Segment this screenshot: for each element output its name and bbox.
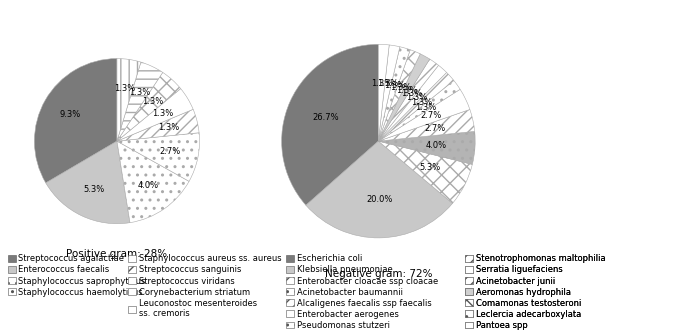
Text: 2.7%: 2.7% <box>424 124 446 133</box>
Wedge shape <box>378 110 475 141</box>
Wedge shape <box>117 141 189 223</box>
Text: 26.7%: 26.7% <box>312 113 338 122</box>
Text: 1.3%: 1.3% <box>378 79 399 88</box>
Wedge shape <box>117 133 200 181</box>
Legend: Stenotrophomonas maltophilia, Serratia liguefaciens, Acinetobacter junii, Aeromo: Stenotrophomonas maltophilia, Serratia l… <box>462 251 609 333</box>
Wedge shape <box>34 58 117 183</box>
Wedge shape <box>378 44 389 141</box>
Text: 1.3%: 1.3% <box>152 109 173 118</box>
Wedge shape <box>378 73 454 141</box>
Wedge shape <box>378 50 420 141</box>
Wedge shape <box>117 73 181 141</box>
Text: 1.3%: 1.3% <box>142 97 164 106</box>
Text: 20.0%: 20.0% <box>366 195 392 204</box>
Text: 1.3%: 1.3% <box>415 103 436 112</box>
Text: 1.3%: 1.3% <box>371 79 392 88</box>
Text: 1.3%: 1.3% <box>114 84 136 92</box>
Wedge shape <box>378 81 460 141</box>
Wedge shape <box>306 141 453 238</box>
Title: Positive gram: 28%: Positive gram: 28% <box>67 249 167 259</box>
Wedge shape <box>378 59 438 141</box>
Wedge shape <box>378 89 470 141</box>
Wedge shape <box>378 45 400 141</box>
Wedge shape <box>117 58 141 141</box>
Wedge shape <box>378 131 475 164</box>
Text: 5.3%: 5.3% <box>83 185 105 194</box>
Wedge shape <box>117 109 199 141</box>
Text: 1.3%: 1.3% <box>401 89 422 98</box>
Text: 1.3%: 1.3% <box>129 88 151 97</box>
Text: 9.3%: 9.3% <box>60 110 81 119</box>
Wedge shape <box>281 44 378 205</box>
Text: 1.3%: 1.3% <box>411 98 432 107</box>
Text: 4.0%: 4.0% <box>137 180 158 190</box>
Text: 1.3%: 1.3% <box>158 123 180 132</box>
Text: 2.7%: 2.7% <box>420 112 441 120</box>
Text: 1.3%: 1.3% <box>384 81 405 90</box>
Text: 1.3%: 1.3% <box>396 86 417 95</box>
Wedge shape <box>378 141 473 203</box>
Text: 4.0%: 4.0% <box>426 141 447 150</box>
Text: 2.7%: 2.7% <box>159 148 180 157</box>
Title: Negative gram: 72%: Negative gram: 72% <box>325 268 432 279</box>
Wedge shape <box>378 47 410 141</box>
Wedge shape <box>46 141 130 224</box>
Wedge shape <box>117 89 193 141</box>
Wedge shape <box>117 62 163 141</box>
Wedge shape <box>378 65 447 141</box>
Text: 5.3%: 5.3% <box>420 163 441 172</box>
Text: 1.3%: 1.3% <box>390 83 411 92</box>
Wedge shape <box>378 54 430 141</box>
Text: 1.3%: 1.3% <box>407 93 427 102</box>
